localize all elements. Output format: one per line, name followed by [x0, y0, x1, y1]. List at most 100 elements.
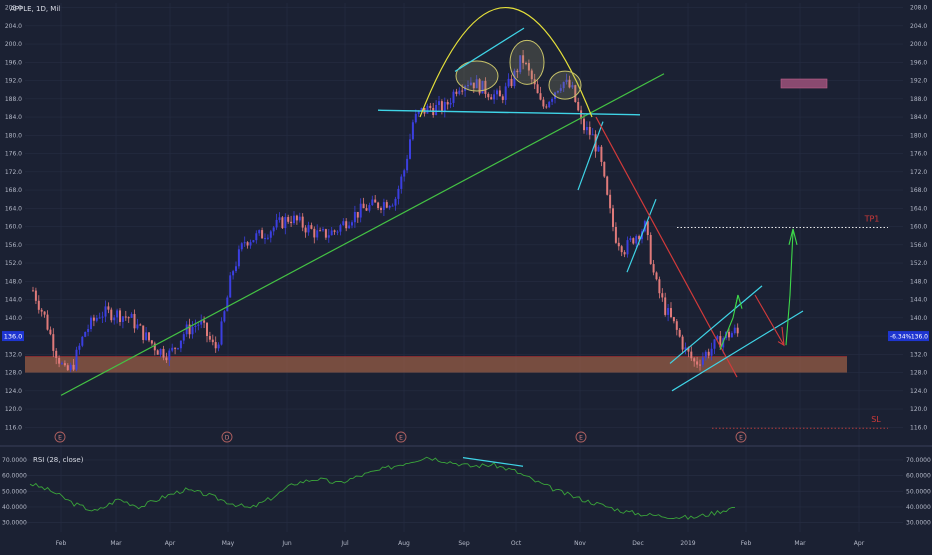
- candle-body: [733, 327, 736, 334]
- candle-body: [182, 334, 185, 341]
- x-tick-label: May: [222, 540, 235, 547]
- candle-body: [382, 202, 385, 210]
- head-ellipse: [509, 39, 545, 85]
- rsi-tick-left: 30.0000: [2, 520, 27, 527]
- price-tick-left: 156.0: [5, 242, 22, 249]
- x-tick-label: Aug: [398, 540, 410, 547]
- channel-lower: [671, 310, 804, 392]
- candle-body: [217, 344, 220, 349]
- candle-body: [61, 363, 63, 365]
- candle-body: [478, 79, 481, 94]
- candle-body: [368, 205, 371, 211]
- candle-body: [658, 279, 661, 294]
- candle-body: [730, 333, 733, 338]
- rsi-tick-right: 40.0000: [906, 504, 931, 511]
- candle-body: [649, 234, 652, 265]
- price-tick-right: 148.0: [910, 278, 927, 285]
- candle-body: [719, 336, 722, 348]
- candle-body: [252, 240, 255, 243]
- candle-body: [614, 226, 617, 243]
- rsi-tick-left: 60.0000: [2, 473, 27, 480]
- price-tick-right: 200.0: [910, 41, 927, 48]
- price-tick-left: 148.0: [5, 278, 22, 285]
- candle-body: [525, 62, 527, 64]
- candle-body: [281, 217, 284, 229]
- candle-body: [249, 242, 252, 246]
- price-tick-left: 128.0: [5, 370, 22, 377]
- change-label: -6.34%: [890, 334, 912, 341]
- candle-body: [585, 126, 588, 131]
- neckline: [377, 109, 641, 116]
- candle-body: [63, 363, 66, 366]
- candle-body: [113, 317, 116, 321]
- price-tick-right: 152.0: [910, 260, 927, 267]
- candle-body: [635, 236, 638, 244]
- candle-body: [672, 317, 675, 322]
- candle-body: [699, 364, 701, 366]
- earnings-marker-circle[interactable]: [221, 431, 233, 443]
- current-price-box-left: [2, 331, 24, 342]
- candle-body: [600, 146, 603, 162]
- candle-body: [710, 348, 713, 356]
- candle-body: [95, 317, 98, 321]
- candle-body: [684, 347, 687, 350]
- candle-body: [55, 350, 58, 359]
- candle-body: [92, 317, 95, 321]
- candle-body: [214, 342, 217, 349]
- candle-body: [394, 198, 397, 206]
- candle-body: [371, 199, 374, 206]
- price-tick-left: 168.0: [5, 187, 22, 194]
- price-tick-right: 204.0: [910, 23, 927, 30]
- candle-body: [504, 86, 507, 100]
- candle-body: [516, 70, 519, 73]
- rsi-tick-left: 40.0000: [2, 504, 27, 511]
- candle-body: [551, 98, 554, 102]
- candle-body: [458, 90, 461, 94]
- earnings-marker-circle[interactable]: [54, 431, 66, 443]
- rsi-line: [29, 456, 736, 521]
- price-tick-right: 184.0: [910, 114, 927, 121]
- arrowhead-up-1: [734, 294, 743, 309]
- candle-body: [165, 357, 168, 361]
- candle-body: [162, 348, 165, 358]
- candle-body: [403, 170, 406, 177]
- earnings-marker-circle[interactable]: [395, 431, 407, 443]
- x-tick-label: Dec: [632, 540, 644, 547]
- candle-body: [411, 122, 414, 140]
- candle-body: [385, 202, 388, 208]
- candle-body: [417, 110, 420, 114]
- candle-body: [130, 313, 133, 318]
- earnings-marker-circle[interactable]: [575, 431, 587, 443]
- candle-body: [116, 310, 119, 318]
- candle-body: [301, 216, 304, 228]
- candle-body: [388, 205, 391, 208]
- candle-body: [667, 308, 670, 315]
- candle-body: [704, 351, 707, 358]
- candle-body: [498, 90, 501, 97]
- candle-body: [507, 78, 510, 87]
- candle-body: [298, 216, 301, 221]
- candle-body: [353, 211, 356, 223]
- candle-body: [223, 311, 226, 322]
- price-tick-left: 164.0: [5, 205, 22, 212]
- candle-body: [493, 94, 496, 100]
- candle-body: [612, 208, 614, 227]
- price-tick-left: 192.0: [5, 78, 22, 85]
- rsi-tick-right: 30.0000: [906, 520, 931, 527]
- candle-body: [690, 351, 693, 359]
- rsi-tick-right: 50.0000: [906, 488, 931, 495]
- x-tick-label: Sep: [458, 540, 470, 547]
- tp1-label: TP1: [864, 214, 880, 223]
- candle-body: [220, 321, 223, 345]
- rsi-pane: 70.0000 70.0000 60.0000 60.0000 50.0000 50.00…: [2, 456, 931, 527]
- price-tick-right: 128.0: [910, 370, 927, 377]
- candle-body: [295, 215, 298, 221]
- price-tick-right: 172.0: [910, 169, 927, 176]
- earnings-marker-circle[interactable]: [735, 431, 747, 443]
- candle-body: [536, 84, 539, 94]
- flag-line-1: [577, 121, 604, 191]
- candle-body: [467, 85, 469, 87]
- candle-body: [246, 242, 249, 246]
